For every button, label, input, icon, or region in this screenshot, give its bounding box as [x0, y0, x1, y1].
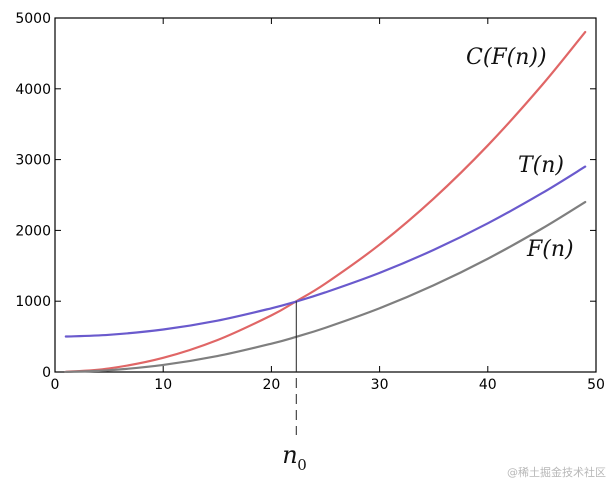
y-tick-label: 0 — [42, 365, 51, 381]
y-tick-label: 3000 — [15, 153, 51, 169]
y-tick-label: 5000 — [15, 11, 51, 27]
plot-axes: 0 10 20 30 40 50 0 1000 2000 3000 4000 5000 — [15, 11, 605, 393]
curve-label-t-n: T(n) — [518, 153, 564, 178]
curve-label-c-f-n: C(F(n)) — [466, 45, 547, 70]
crossover-label-subscript: 0 — [297, 456, 307, 474]
watermark: @稀土掘金技术社区 — [507, 465, 606, 479]
curve-label-f-n: F(n) — [526, 237, 574, 262]
y-tick-label: 4000 — [15, 82, 51, 98]
x-tick-label: 30 — [371, 377, 389, 393]
y-tick-label: 2000 — [15, 223, 51, 239]
x-tick-label: 10 — [154, 377, 172, 393]
x-tick-label: 0 — [51, 377, 60, 393]
x-tick-label: 50 — [587, 377, 605, 393]
y-tick-label: 1000 — [15, 294, 51, 310]
plot-frame — [54, 17, 597, 373]
series-line-f-n — [64, 200, 587, 374]
series-line-c-f-n — [64, 30, 587, 373]
x-tick-label: 20 — [262, 377, 280, 393]
plot-curves — [64, 30, 587, 374]
series-line-t-n — [64, 165, 587, 338]
x-tick-label: 40 — [479, 377, 497, 393]
crossover-label: n — [282, 441, 297, 469]
plot-annotations: C(F(n)) T(n) F(n) n 0 — [282, 45, 573, 474]
